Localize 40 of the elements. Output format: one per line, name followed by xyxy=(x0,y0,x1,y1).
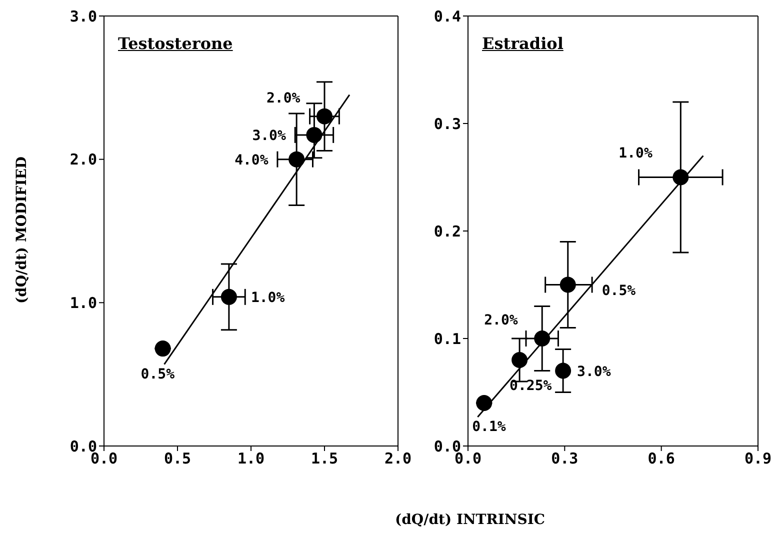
y-axis-title: (dQ/dt) MODIFIED xyxy=(14,156,30,304)
annotation: 0.5% xyxy=(602,282,636,299)
annotation: 3.0% xyxy=(577,364,612,380)
y-tick-label: 2.0 xyxy=(70,150,97,169)
point xyxy=(476,395,492,411)
x-tick-label: 0.5 xyxy=(164,450,192,468)
y-tick-label: 0.1 xyxy=(434,330,461,348)
point xyxy=(288,151,305,168)
annotation: 0.25% xyxy=(510,378,552,394)
x-tick-label: 1.0 xyxy=(237,450,265,468)
annotation: 0.1% xyxy=(472,419,506,435)
point xyxy=(316,108,332,124)
text: Estradiol xyxy=(482,34,564,53)
annotation: 0.5% xyxy=(140,366,176,383)
annotation: 4.0% xyxy=(234,152,269,168)
point xyxy=(220,288,237,305)
x-tick-label: 0.3 xyxy=(551,450,578,468)
x-tick-label: 0.9 xyxy=(744,450,772,468)
y-tick-label: 1.0 xyxy=(70,294,97,312)
annotation: 2.0% xyxy=(266,90,301,106)
annotation: 1.0% xyxy=(250,290,286,306)
point xyxy=(560,276,576,293)
annotation: 2.0% xyxy=(484,312,518,328)
annotation: 1.0% xyxy=(618,145,653,162)
point xyxy=(154,340,171,357)
x-axis-title: (dQ/dt) INTRINSIC xyxy=(394,512,546,528)
y-tick-label: 0.2 xyxy=(434,222,461,240)
annotation: 3.0% xyxy=(252,128,286,144)
point xyxy=(306,126,322,143)
y-tick-label: 0.3 xyxy=(434,114,461,133)
y-tick-label: 3.0 xyxy=(70,7,97,26)
text: Testosterone xyxy=(118,34,233,53)
y-tick-label: 0.4 xyxy=(434,7,461,26)
point xyxy=(512,352,528,368)
x-tick-label: 2.0 xyxy=(384,450,412,468)
x-tick-label: 0.6 xyxy=(648,450,675,468)
point xyxy=(534,330,550,346)
point xyxy=(672,169,689,186)
point xyxy=(555,362,572,379)
x-tick-label: 1.5 xyxy=(310,450,338,468)
